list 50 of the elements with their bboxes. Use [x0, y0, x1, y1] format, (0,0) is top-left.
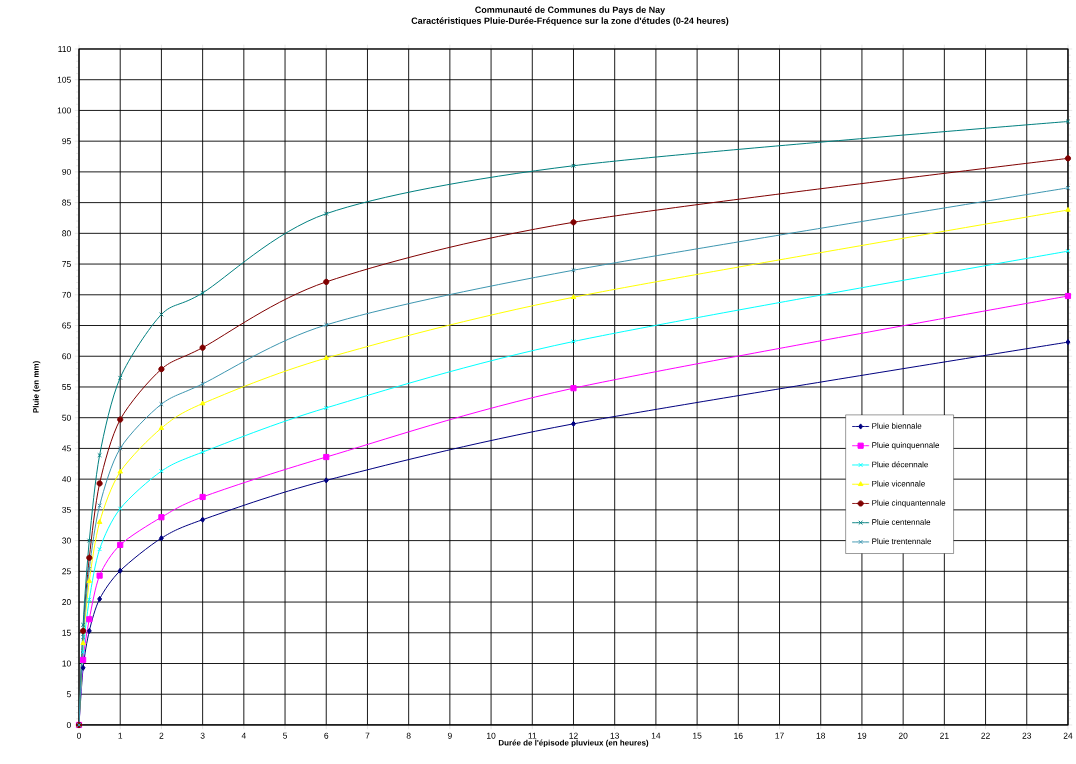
x-tick-label: 17: [775, 732, 784, 739]
y-tick-label: 50: [62, 414, 71, 421]
y-tick-label: 10: [62, 660, 71, 667]
y-tick-label: 20: [62, 599, 71, 606]
x-tick-label: 21: [940, 732, 949, 739]
y-tick-label: 105: [57, 76, 71, 83]
x-tick-label: 16: [734, 732, 743, 739]
x-tick-label: 24: [1063, 732, 1073, 739]
y-tick-label: 60: [62, 353, 71, 360]
x-tick-label: 19: [857, 732, 867, 739]
x-tick-label: 13: [610, 732, 620, 739]
x-tick-label: 18: [816, 732, 826, 739]
chart-subtitle: Caractéristiques Pluie-Durée-Fréquence sur la zone d'études (0-24 heures): [411, 17, 729, 26]
y-tick-label: 15: [62, 629, 71, 636]
y-tick-label: 0: [66, 721, 71, 728]
x-tick-label: 0: [76, 732, 82, 739]
x-tick-label: 7: [365, 732, 370, 739]
y-tick-label: 110: [58, 46, 71, 52]
y-tick-label: 100: [57, 107, 71, 114]
x-tick-label: 20: [898, 732, 908, 739]
y-tick-label: 55: [62, 384, 71, 390]
x-tick-label: 6: [324, 732, 329, 739]
x-tick-label: 3: [200, 732, 205, 739]
y-tick-label: 90: [62, 168, 71, 175]
y-tick-label: 25: [62, 568, 71, 575]
y-tick-label: 75: [62, 261, 71, 268]
x-tick-label: 1: [118, 732, 123, 739]
y-tick-label: 65: [62, 322, 71, 329]
chart-title: Communauté de Communes du Pays de Nay: [475, 6, 666, 15]
y-tick-label: 80: [62, 230, 71, 237]
x-tick-label: 10: [487, 732, 496, 739]
y-tick-label: 35: [62, 506, 71, 513]
x-tick-label: 23: [1022, 732, 1032, 739]
y-tick-label: 45: [62, 445, 71, 452]
x-tick-label: 2: [159, 732, 164, 739]
x-tick-label: 5: [283, 732, 288, 739]
x-tick-label: 11: [528, 732, 537, 739]
y-tick-label: 5: [66, 691, 71, 698]
y-tick-label: 40: [62, 476, 71, 483]
x-tick-label: 8: [406, 732, 411, 739]
y-tick-label: 70: [62, 291, 71, 298]
x-tick-label: 9: [447, 732, 452, 739]
x-tick-label: 22: [981, 732, 990, 739]
y-tick-label: 85: [62, 199, 71, 206]
x-tick-label: 12: [569, 732, 578, 739]
y-tick-label: 30: [62, 537, 71, 544]
x-tick-label: 15: [693, 732, 702, 739]
y-tick-label: 95: [62, 138, 71, 145]
x-tick-label: 14: [651, 732, 661, 739]
x-tick-label: 4: [241, 732, 246, 739]
